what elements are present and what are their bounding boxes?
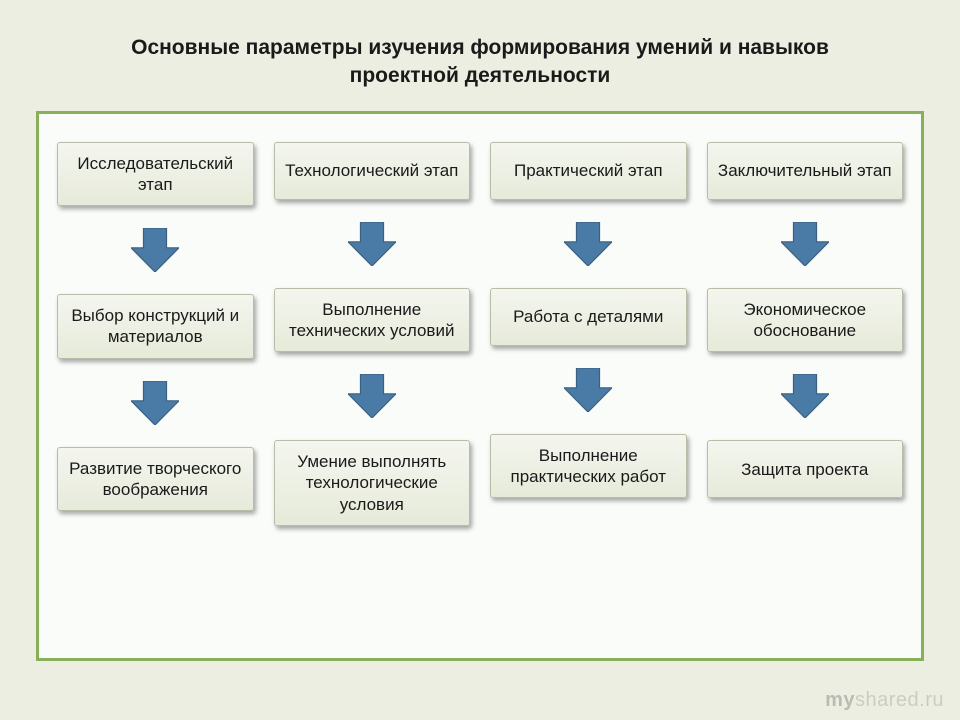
watermark-part-1: my	[825, 689, 855, 711]
box-bottom-2: Умение выполнять технологические условия	[274, 440, 471, 526]
arrow-down-icon	[781, 222, 829, 266]
title-line-1: Основные параметры изучения формирования…	[131, 36, 829, 59]
watermark-part-3: .ru	[919, 689, 944, 711]
box-mid-3: Работа с деталями	[490, 288, 687, 346]
column-4: Заключительный этап Экономическое обосно…	[707, 142, 904, 638]
title-line-2: проектной деятельности	[350, 64, 611, 87]
arrow-down-icon	[781, 374, 829, 418]
box-bottom-4: Защита проекта	[707, 440, 904, 498]
arrow-down-icon	[131, 381, 179, 425]
watermark-part-2: shared	[855, 689, 919, 711]
column-3: Практический этап Работа с деталями Выпо…	[490, 142, 687, 638]
diagram-panel: Исследовательский этап Выбор конструкций…	[36, 111, 924, 661]
box-bottom-3: Выполнение практических работ	[490, 434, 687, 499]
column-1: Исследовательский этап Выбор конструкций…	[57, 142, 254, 638]
box-stage-4: Заключительный этап	[707, 142, 904, 200]
diagram-grid: Исследовательский этап Выбор конструкций…	[57, 142, 903, 638]
box-stage-2: Технологический этап	[274, 142, 471, 200]
arrow-down-icon	[348, 222, 396, 266]
arrow-down-icon	[564, 222, 612, 266]
box-mid-2: Выполнение технических условий	[274, 288, 471, 353]
arrow-down-icon	[131, 228, 179, 272]
arrow-down-icon	[564, 368, 612, 412]
box-stage-3: Практический этап	[490, 142, 687, 200]
diagram-title: Основные параметры изучения формирования…	[0, 0, 960, 111]
arrow-down-icon	[348, 374, 396, 418]
watermark: myshared.ru	[825, 689, 944, 712]
box-mid-4: Экономическое обоснование	[707, 288, 904, 353]
column-2: Технологический этап Выполнение техничес…	[274, 142, 471, 638]
box-stage-1: Исследовательский этап	[57, 142, 254, 207]
box-mid-1: Выбор конструкций и материалов	[57, 294, 254, 359]
box-bottom-1: Развитие творческого воображения	[57, 447, 254, 512]
